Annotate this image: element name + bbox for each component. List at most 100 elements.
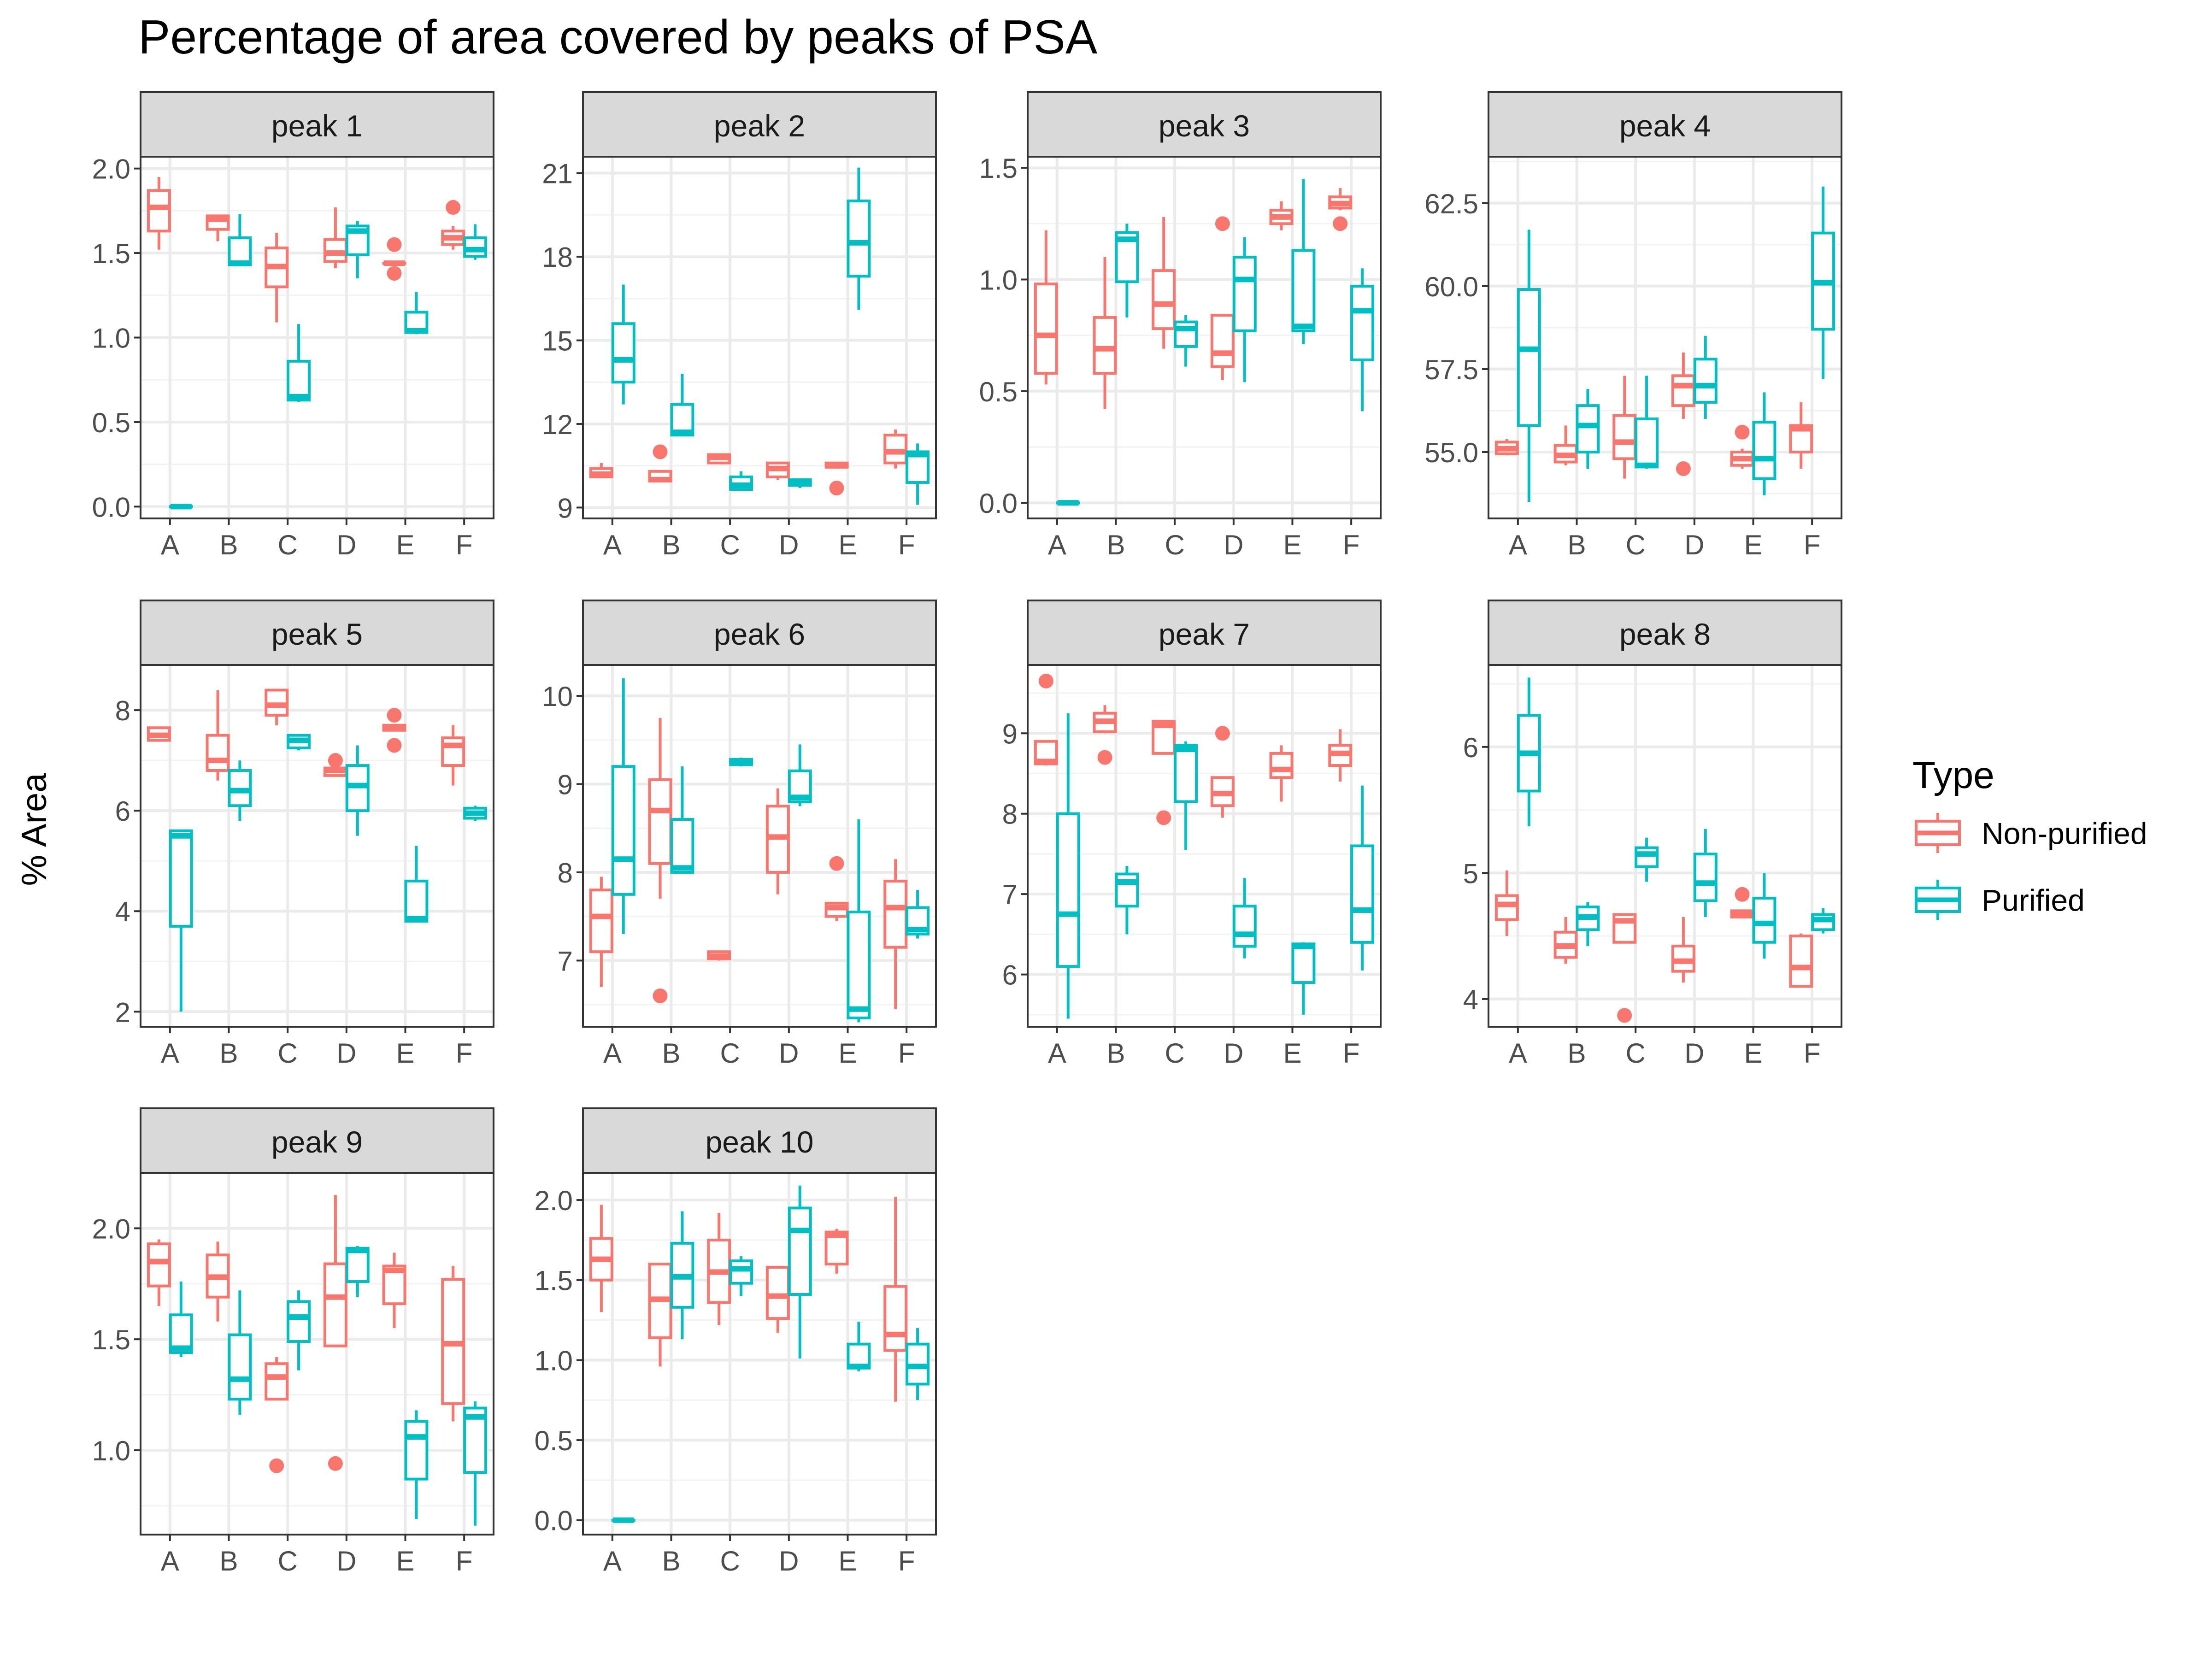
outlier-point — [1333, 216, 1348, 231]
box-A-non-purified — [589, 463, 613, 478]
box-body — [1232, 256, 1257, 332]
box-A-non-purified — [147, 726, 171, 742]
box-D-non-purified — [323, 1195, 347, 1471]
panel-border — [140, 664, 494, 1028]
box-body — [147, 1242, 171, 1288]
box-E-non-purified — [382, 237, 406, 281]
x-tick-label: A — [1509, 1038, 1527, 1069]
box-D-non-purified — [1671, 917, 1695, 983]
panel-strip-label: peak 2 — [714, 109, 805, 143]
x-tick-label: F — [1804, 1038, 1821, 1069]
box-body — [1210, 314, 1235, 368]
box-D-non-purified — [1671, 352, 1695, 476]
outlier-point — [1097, 750, 1112, 765]
panel-strip — [140, 600, 494, 666]
panel-strip-label: peak 8 — [1619, 617, 1711, 651]
x-tick-label: C — [720, 1546, 740, 1577]
y-tick-label: 0.5 — [92, 407, 130, 438]
panel-peak-6: peak 6 7 8 9 10 A B C D E F — [542, 600, 937, 1069]
box-B-purified — [1115, 224, 1139, 318]
box-body — [1517, 288, 1541, 427]
box-B-purified — [1115, 866, 1139, 935]
box-E-purified — [847, 819, 871, 1023]
outlier-point — [1617, 1008, 1632, 1023]
box-C-purified — [1174, 315, 1198, 367]
y-tick-label: 6 — [1463, 732, 1478, 763]
panel-strip — [582, 600, 937, 666]
x-tick-label: E — [838, 1546, 857, 1577]
box-D-non-purified — [765, 788, 790, 894]
x-tick-label: F — [456, 529, 473, 560]
x-tick-label: E — [1744, 529, 1762, 560]
box-A-non-purified — [147, 1239, 171, 1306]
panel-border — [1488, 664, 1842, 1028]
y-tick-label: 8 — [1002, 799, 1018, 830]
box-body — [345, 1247, 370, 1283]
box-B-purified — [1576, 389, 1600, 469]
box-body — [1576, 404, 1600, 453]
box-B-non-purified — [1093, 257, 1117, 409]
x-tick-label: C — [720, 529, 740, 560]
box-body — [1174, 744, 1198, 803]
box-B-purified — [228, 760, 252, 821]
x-tick-label: B — [1106, 1038, 1125, 1069]
legend-title: Type — [1912, 754, 1994, 796]
box-F-purified — [1350, 785, 1375, 971]
panel-peak-4: peak 4 55.0 57.5 60.0 62.5 A B C D E F — [1424, 91, 1842, 560]
y-tick-label: 8 — [115, 695, 130, 726]
x-tick-label: C — [277, 1038, 297, 1069]
y-tick-label: 9 — [1002, 718, 1018, 749]
box-body — [847, 911, 871, 1019]
box-D-purified — [788, 478, 812, 488]
box-A-purified — [1056, 713, 1080, 1019]
panel-border — [140, 1172, 494, 1535]
x-tick-label: D — [336, 1546, 356, 1577]
box-B-non-purified — [648, 1262, 672, 1367]
box-C-non-purified — [265, 233, 289, 323]
y-tick-label: 0.0 — [535, 1506, 573, 1536]
box-body — [1056, 812, 1080, 968]
legend-entry-label: Purified — [1982, 883, 2085, 918]
panel-background — [583, 157, 936, 518]
x-tick-label: E — [838, 1038, 857, 1069]
box-C-purified — [287, 324, 311, 402]
y-tick-label: 15 — [542, 326, 573, 357]
y-tick-label: 2.0 — [92, 154, 130, 185]
box-body — [206, 734, 230, 772]
box-body — [670, 818, 694, 874]
y-tick-label: 6 — [115, 796, 130, 827]
legend: Type Non-purified Purified — [1912, 754, 2147, 920]
outlier-point — [1215, 726, 1230, 741]
box-B-non-purified — [648, 444, 672, 482]
box-C-non-purified — [1152, 720, 1176, 825]
box-body — [883, 1285, 908, 1352]
x-tick-label: C — [277, 1546, 297, 1577]
panel-peak-1: peak 1 0.0 0.5 1.0 1.5 2.0 A B C D E F — [92, 91, 494, 560]
box-D-non-purified — [765, 461, 790, 480]
x-tick-label: A — [603, 1038, 622, 1069]
x-tick-label: B — [1567, 1038, 1586, 1069]
box-B-purified — [1576, 902, 1600, 946]
box-F-purified — [1811, 186, 1835, 379]
box-body — [1693, 358, 1718, 404]
outlier-point — [1156, 810, 1171, 825]
x-tick-label: B — [662, 1546, 680, 1577]
legend-entries: Non-purified Purified — [1915, 813, 2147, 920]
box-A-purified — [611, 678, 635, 934]
y-tick-label: 1.5 — [92, 238, 130, 269]
box-E-non-purified — [1269, 201, 1294, 230]
box-E-purified — [847, 167, 871, 310]
x-tick-label: D — [779, 1546, 799, 1577]
box-body — [1752, 421, 1777, 480]
box-body — [1269, 752, 1294, 779]
box-A-non-purified — [589, 1205, 613, 1312]
outlier-point — [328, 753, 343, 768]
outlier-point — [446, 200, 461, 215]
y-tick-label: 0.0 — [92, 492, 130, 523]
x-tick-label: E — [396, 1038, 414, 1069]
box-E-purified — [1291, 942, 1316, 1015]
panel-strip-label: peak 7 — [1159, 617, 1250, 651]
outlier-point — [328, 1456, 343, 1471]
y-tick-label: 2.0 — [92, 1213, 130, 1244]
